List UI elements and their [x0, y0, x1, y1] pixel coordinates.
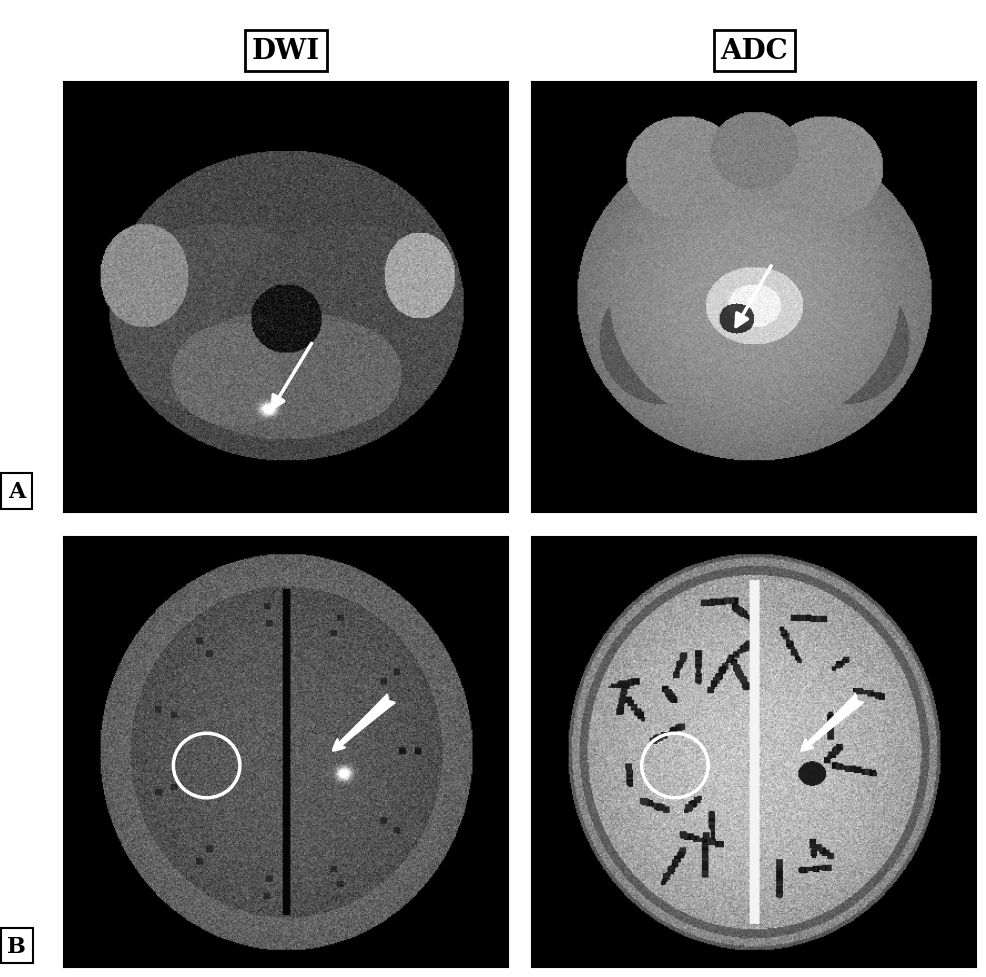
Text: ADC: ADC [721, 38, 788, 65]
Text: B: B [7, 935, 27, 956]
Text: A: A [8, 481, 26, 502]
Text: DWI: DWI [251, 38, 320, 65]
